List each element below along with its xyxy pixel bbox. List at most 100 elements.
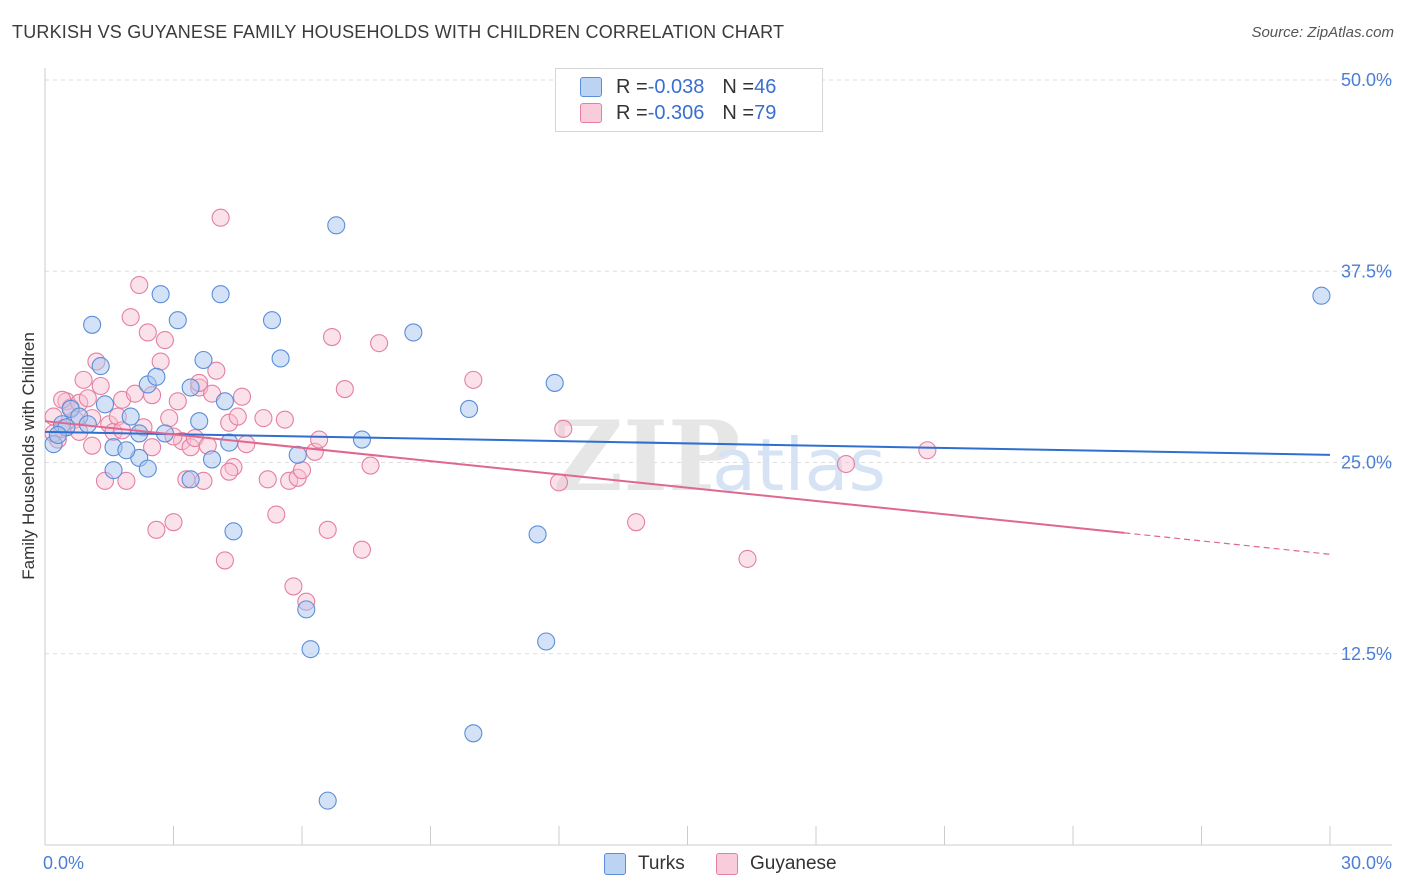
guyanese-point-29 xyxy=(168,392,187,411)
turks-point-23 xyxy=(262,311,282,330)
y-tick-label-1: 25.0% xyxy=(1341,453,1392,473)
guyanese-r-value: -0.306 xyxy=(647,101,705,124)
guyanese-point-26 xyxy=(155,331,174,350)
guyanese-trend-line xyxy=(44,420,1125,534)
guyanese-point-44 xyxy=(232,387,252,406)
turks-point-5 xyxy=(83,315,102,334)
guyanese-point-68 xyxy=(836,454,856,474)
turks-point-8 xyxy=(104,461,123,480)
turks-point-16 xyxy=(181,378,200,397)
guyanese-point-69 xyxy=(918,441,937,460)
chart-title: TURKISH VS GUYANESE FAMILY HOUSEHOLDS WI… xyxy=(12,22,785,42)
guyanese-point-39 xyxy=(211,208,230,227)
guyanese-point-63 xyxy=(464,370,483,389)
guyanese-point-57 xyxy=(318,520,337,539)
guyanese-point-43 xyxy=(228,407,247,426)
guyanese-point-27 xyxy=(160,409,179,428)
turks-r-label: R = xyxy=(616,75,648,98)
guyanese-point-48 xyxy=(267,505,286,524)
guyanese-point-67 xyxy=(738,549,757,568)
turks-legend-swatch xyxy=(604,853,626,875)
turks-legend-label: Turks xyxy=(638,853,685,874)
turks-point-32 xyxy=(528,525,547,544)
guyanese-legend-label: Guyanese xyxy=(750,853,837,874)
turks-point-38 xyxy=(117,441,136,460)
guyanese-point-77 xyxy=(220,462,239,481)
guyanese-point-61 xyxy=(361,456,380,475)
turks-n-value: 46 xyxy=(754,75,777,98)
y-tick-label-2: 37.5% xyxy=(1341,261,1392,281)
legend-row-guyanese: R = -0.306 N = 79 xyxy=(580,101,776,125)
watermark: ZIP atlas xyxy=(553,400,886,513)
grid-lines xyxy=(45,79,1392,655)
guyanese-point-65 xyxy=(549,473,569,492)
guyanese-point-51 xyxy=(284,577,303,596)
turks-point-10 xyxy=(121,407,140,426)
y-tick-label-3: 50.0% xyxy=(1341,70,1392,90)
watermark-atlas: atlas xyxy=(712,423,886,507)
guyanese-point-25 xyxy=(151,352,170,371)
guyanese-point-53 xyxy=(292,461,312,480)
guyanese-r-label: R = xyxy=(616,101,648,124)
guyanese-point-24 xyxy=(147,520,166,539)
guyanese-point-38 xyxy=(207,361,226,380)
y-tick-label-0: 12.5% xyxy=(1341,644,1392,664)
turks-point-34 xyxy=(537,632,556,651)
turks-point-28 xyxy=(352,430,372,449)
turks-point-40 xyxy=(301,640,320,659)
guyanese-point-64 xyxy=(554,419,573,438)
guyanese-point-73 xyxy=(143,438,162,457)
guyanese-point-7 xyxy=(74,370,93,389)
turks-point-7 xyxy=(95,395,115,414)
guyanese-legend-swatch xyxy=(716,853,738,875)
guyanese-point-66 xyxy=(627,513,646,532)
turks-trend-line xyxy=(44,430,1331,456)
guyanese-point-9 xyxy=(83,436,102,455)
turks-swatch xyxy=(580,77,602,97)
bottom-legend-guyanese: Guyanese xyxy=(716,852,837,876)
turks-point-37 xyxy=(220,433,239,452)
x-tick-label-max: 30.0% xyxy=(1341,853,1392,873)
bottom-legend-turks: Turks xyxy=(604,852,685,876)
turks-point-42 xyxy=(48,425,67,445)
y-axis-label: Family Households with Children xyxy=(19,332,38,580)
turks-point-24 xyxy=(271,349,290,368)
trend-lines xyxy=(44,420,1331,555)
turks-point-41 xyxy=(297,600,316,619)
guyanese-point-56 xyxy=(310,430,329,449)
guyanese-point-20 xyxy=(130,275,149,295)
turks-point-26 xyxy=(327,216,346,235)
turks-points xyxy=(44,216,1331,810)
x-tick-label-min: 0.0% xyxy=(43,853,84,873)
guyanese-trend-extension xyxy=(1124,532,1331,555)
turks-r-value: -0.038 xyxy=(647,75,705,98)
guyanese-swatch xyxy=(580,103,602,123)
guyanese-point-45 xyxy=(237,435,256,454)
turks-point-14 xyxy=(151,285,170,304)
turks-point-18 xyxy=(194,350,213,370)
tick-labels: 12.5% 25.0% 37.5% 50.0% 0.0% 30.0% xyxy=(43,70,1392,873)
watermark-zip: ZIP xyxy=(553,400,740,513)
turks-point-19 xyxy=(203,450,222,469)
correlation-legend: R = -0.038 N = 46 R = -0.306 N = 79 xyxy=(555,68,823,132)
guyanese-points xyxy=(44,208,937,611)
guyanese-point-11 xyxy=(91,376,110,396)
turks-point-17 xyxy=(190,412,209,431)
turks-point-30 xyxy=(459,399,479,419)
turks-point-29 xyxy=(404,323,423,342)
turks-point-43 xyxy=(181,470,200,489)
turks-point-22 xyxy=(224,522,243,541)
turks-point-35 xyxy=(138,459,157,478)
turks-point-21 xyxy=(215,392,234,411)
turks-point-33 xyxy=(545,373,564,392)
turks-n-label: N = xyxy=(722,75,755,98)
guyanese-point-8 xyxy=(78,389,97,408)
legend-row-turks: R = -0.038 N = 46 xyxy=(580,75,776,99)
guyanese-point-58 xyxy=(322,327,342,347)
guyanese-point-40 xyxy=(215,551,234,570)
turks-point-13 xyxy=(147,367,166,386)
turks-point-36 xyxy=(1312,286,1331,305)
guyanese-point-49 xyxy=(275,410,294,429)
guyanese-point-17 xyxy=(117,471,136,490)
